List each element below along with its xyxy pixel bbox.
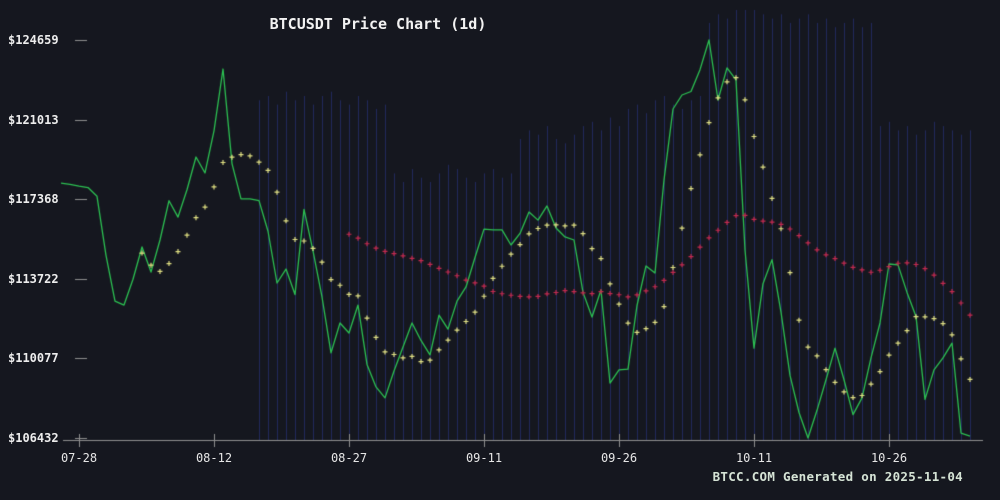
x-axis-label: 08-27 (330, 451, 368, 465)
x-axis-label: 08-12 (195, 451, 233, 465)
x-axis-label: 10-26 (870, 451, 908, 465)
y-axis-label: $113722 (8, 271, 59, 286)
y-axis-label: $121013 (8, 112, 59, 127)
x-axis-label: 10-11 (735, 451, 773, 465)
x-axis-label: 09-11 (465, 451, 503, 465)
chart-footer-watermark: BTCC.COM Generated on 2025-11-04 (712, 469, 963, 484)
y-axis-label: $124659 (8, 33, 59, 47)
y-axis-label: $117368 (8, 192, 59, 207)
y-axis-label: $110077 (8, 351, 59, 366)
x-axis-label: 09-26 (600, 451, 638, 465)
chart-title: BTCUSDT Price Chart (1d) (269, 15, 487, 33)
y-axis-label: $106432 (8, 431, 59, 445)
x-axis-label: 07-28 (60, 451, 98, 465)
